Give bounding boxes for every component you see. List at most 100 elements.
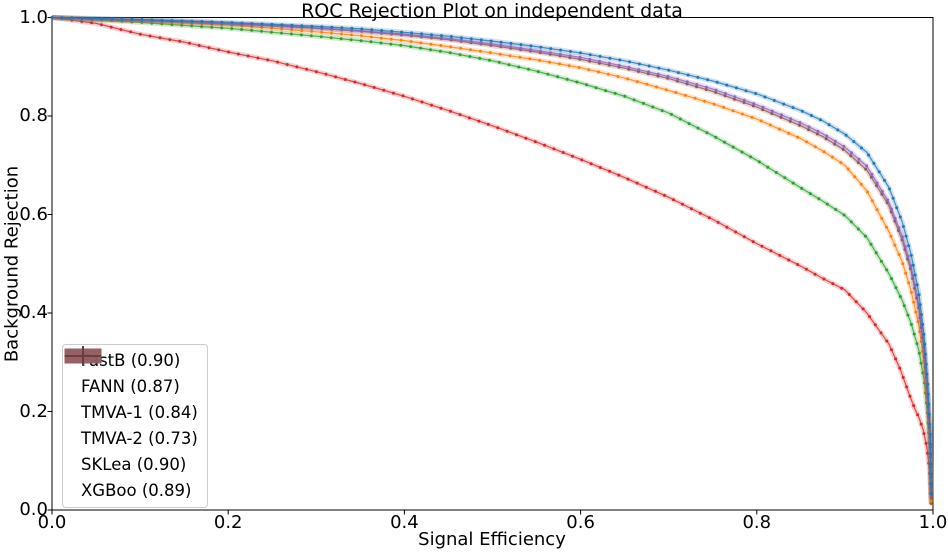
data-point-marker [276,60,279,64]
data-point-marker [509,45,513,49]
legend-label: FastB (0.90) [81,351,181,370]
data-point-marker [598,166,602,169]
data-point-marker [840,286,844,290]
data-point-marker [763,95,767,99]
data-point-marker [687,122,691,126]
data-point-marker [890,348,893,352]
data-point-marker [469,37,473,41]
data-point-marker [804,267,808,271]
data-point-marker [864,167,868,171]
data-point-marker [856,227,860,231]
data-point-marker [299,33,303,37]
data-point-marker [725,83,729,87]
data-point-marker [731,145,735,149]
legend-item-fann: FANN (0.87) [64,346,198,398]
data-point-marker [285,63,289,66]
data-point-marker [370,28,374,32]
data-point-marker [912,332,916,336]
data-point-marker [330,25,334,29]
data-point-marker [379,41,383,45]
data-point-marker [898,295,902,299]
data-point-marker [733,95,737,99]
y-tick-label: 0.6 [19,203,48,225]
data-point-marker [705,85,708,89]
data-point-marker [867,153,870,157]
data-point-marker [902,304,906,308]
data-point-marker [921,371,925,375]
data-point-marker [869,242,873,246]
data-point-marker [660,109,664,113]
data-point-marker [300,29,304,33]
data-point-marker [300,24,304,28]
data-point-marker [783,176,787,180]
data-point-marker [589,162,593,166]
data-point-marker [925,372,929,376]
data-point-marker [833,139,837,143]
data-point-marker [552,147,556,151]
data-point-marker [898,366,902,370]
data-point-marker [731,109,735,113]
data-point-marker [339,37,343,41]
data-point-marker [260,22,264,26]
data-point-marker [751,104,755,108]
data-point-marker [200,25,204,29]
data-point-marker [849,220,853,224]
data-point-marker [704,88,708,91]
data-point-marker [906,313,910,317]
data-point-marker [917,293,921,297]
data-point-marker [280,31,283,35]
x-tick-label: 1.0 [918,512,948,533]
data-point-marker [488,51,492,55]
data-point-marker [320,25,324,29]
data-point-marker [577,66,581,69]
data-point-marker [927,412,931,416]
data-point-marker [744,89,748,93]
data-point-marker [250,22,254,25]
x-tick-label: 0.6 [566,512,595,533]
data-point-marker [270,30,273,34]
data-point-marker [349,38,353,42]
data-point-marker [548,60,551,64]
y-tick-label: 0.4 [19,302,48,323]
data-point-marker [529,48,533,52]
data-point-marker [913,283,917,287]
data-point-marker [613,91,617,95]
data-point-marker [280,23,284,27]
data-point-marker [695,83,699,86]
data-point-marker [898,215,902,219]
data-point-marker [742,101,746,104]
data-point-marker [772,99,776,102]
data-point-marker [685,80,689,84]
data-point-marker [390,29,394,33]
x-tick-label: 0.2 [213,512,243,533]
data-point-marker [200,20,204,23]
data-point-marker [922,332,926,336]
data-point-marker [929,442,932,446]
data-point-marker [467,116,471,120]
data-point-marker [479,41,483,45]
legend-item-tmva-1: TMVA-1 (0.84) [64,346,198,424]
data-point-marker [774,171,778,174]
data-point-marker [919,361,923,365]
data-point-marker [508,54,512,58]
data-point-marker [372,86,376,89]
data-point-marker [879,259,883,263]
data-point-marker [420,32,424,36]
data-point-marker [363,83,367,87]
data-point-marker [861,307,865,311]
data-point-marker [635,80,639,84]
data-point-marker [489,42,493,46]
data-point-marker [256,56,260,60]
y-tick-label: 0.8 [19,105,48,126]
data-point-marker [565,77,569,81]
data-point-marker [623,94,627,98]
data-point-marker [751,240,755,244]
y-tick-label: 0.2 [19,400,48,422]
axis-ticks [47,17,934,515]
curve-tmva-2 [50,15,934,506]
data-point-marker [850,151,853,155]
data-point-marker [841,147,845,151]
data-point-marker [635,181,639,185]
data-point-marker [429,35,433,39]
data-point-marker [140,18,144,21]
